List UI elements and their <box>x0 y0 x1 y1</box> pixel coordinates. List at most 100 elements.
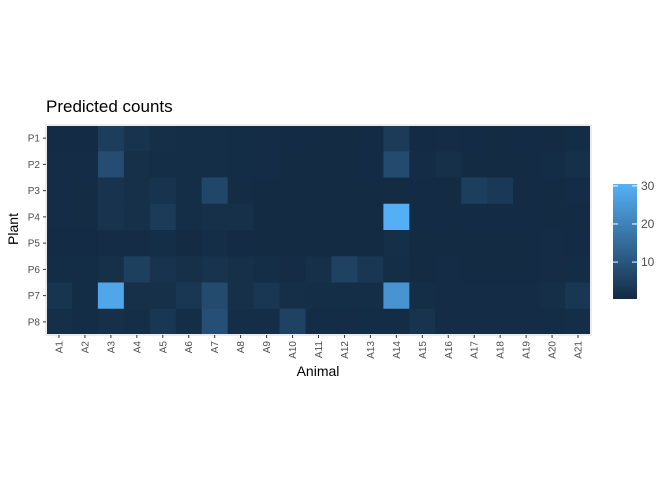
heatmap-cell-P3-A14 <box>383 177 410 205</box>
heatmap-cell-P4-A11 <box>305 203 332 231</box>
heatmap-cell-P1-A16 <box>435 125 462 152</box>
heatmap-cell-P3-A13 <box>357 177 384 205</box>
heatmap-cell-P2-A1 <box>46 151 73 178</box>
heatmap-cell-P3-A17 <box>461 177 488 205</box>
heatmap-cell-P3-A2 <box>71 177 99 205</box>
heatmap-cell-P7-A15 <box>409 282 436 310</box>
heatmap-cell-P3-A10 <box>279 177 306 205</box>
heatmap-cell-P2-A12 <box>331 151 358 178</box>
heatmap-cell-P1-A13 <box>357 125 384 152</box>
heatmap-cell-P2-A19 <box>513 151 540 178</box>
heatmap-cell-P7-A4 <box>123 282 151 310</box>
heatmap-cell-P2-A5 <box>149 151 177 178</box>
heatmap-cell-P7-A20 <box>539 282 566 310</box>
heatmap-cell-P7-A11 <box>305 282 332 310</box>
x-tick-label: A19 <box>522 341 533 359</box>
heatmap-cell-P5-A8 <box>227 230 255 257</box>
heatmap-cell-P8-A10 <box>279 308 306 336</box>
x-tick-label: A16 <box>444 341 455 359</box>
heatmap-cell-P1-A3 <box>97 125 125 152</box>
heatmap-cell-P7-A17 <box>461 282 488 310</box>
heatmap-cell-P1-A15 <box>409 125 436 152</box>
heatmap-cell-P5-A14 <box>383 230 410 257</box>
heatmap-cell-P7-A5 <box>149 282 177 310</box>
heatmap-cell-P3-A7 <box>201 177 229 205</box>
heatmap-cell-P2-A20 <box>539 151 566 178</box>
heatmap-cell-P4-A7 <box>201 203 229 231</box>
heatmap-cell-P4-A9 <box>253 203 280 231</box>
heatmap-cell-P4-A13 <box>357 203 384 231</box>
heatmap-cell-P6-A17 <box>461 256 488 283</box>
heatmap-cell-P4-A3 <box>97 203 125 231</box>
heatmap-cell-P4-A4 <box>123 203 151 231</box>
heatmap-cells <box>46 125 592 336</box>
heatmap-cell-P5-A9 <box>253 230 280 257</box>
heatmap-cell-P7-A16 <box>435 282 462 310</box>
x-tick-label: A11 <box>314 341 325 358</box>
heatmap-cell-P7-A14 <box>383 282 410 310</box>
heatmap-cell-P7-A19 <box>513 282 540 310</box>
heatmap-cell-P6-A18 <box>487 256 514 283</box>
heatmap-cell-P2-A10 <box>279 151 306 178</box>
heatmap-cell-P8-A5 <box>149 308 177 336</box>
x-tick-label: A17 <box>470 341 481 359</box>
heatmap-cell-P3-A9 <box>253 177 280 205</box>
x-tick-label: A5 <box>158 341 169 354</box>
x-tick-label: A3 <box>106 341 117 354</box>
y-tick-label: P2 <box>28 160 41 171</box>
heatmap-cell-P6-A3 <box>97 256 125 283</box>
heatmap-cell-P3-A3 <box>97 177 125 205</box>
heatmap-cell-P7-A10 <box>279 282 306 310</box>
heatmap-cell-P2-A6 <box>175 151 203 178</box>
x-tick-label: A8 <box>236 341 247 354</box>
heatmap-cell-P6-A15 <box>409 256 436 283</box>
y-tick-label: P3 <box>28 186 41 197</box>
heatmap-cell-P1-A7 <box>201 125 229 152</box>
heatmap-cell-P8-A13 <box>357 308 384 336</box>
heatmap-cell-P1-A10 <box>279 125 306 152</box>
legend-tick-label: 30 <box>641 179 655 193</box>
x-tick-label: A12 <box>340 341 351 359</box>
heatmap-cell-P4-A20 <box>539 203 566 231</box>
heatmap-cell-P5-A6 <box>175 230 203 257</box>
heatmap-cell-P8-A16 <box>435 308 462 336</box>
heatmap-cell-P5-A5 <box>149 230 177 257</box>
heatmap-cell-P4-A18 <box>487 203 514 231</box>
heatmap-cell-P5-A17 <box>461 230 488 257</box>
heatmap-cell-P6-A7 <box>201 256 229 283</box>
heatmap-cell-P4-A19 <box>513 203 540 231</box>
heatmap-cell-P8-A3 <box>97 308 125 336</box>
heatmap-cell-P3-A12 <box>331 177 358 205</box>
heatmap-cell-P6-A16 <box>435 256 462 283</box>
heatmap-cell-P1-A12 <box>331 125 358 152</box>
heatmap-cell-P7-A1 <box>46 282 73 310</box>
heatmap-cell-P3-A4 <box>123 177 151 205</box>
heatmap-cell-P5-A3 <box>97 230 125 257</box>
legend-tick-label: 10 <box>641 255 655 269</box>
heatmap-cell-P5-A7 <box>201 230 229 257</box>
heatmap-cell-P4-A1 <box>46 203 73 231</box>
heatmap-cell-P1-A1 <box>46 125 73 152</box>
y-tick-label: P5 <box>28 239 41 250</box>
heatmap-cell-P6-A11 <box>305 256 332 283</box>
heatmap-cell-P2-A16 <box>435 151 462 178</box>
heatmap-cell-P3-A6 <box>175 177 203 205</box>
heatmap-cell-P1-A19 <box>513 125 540 152</box>
legend-colorbar <box>613 184 637 299</box>
y-tick-label: P6 <box>28 265 41 276</box>
heatmap-cell-P1-A4 <box>123 125 151 152</box>
heatmap-cell-P7-A8 <box>227 282 255 310</box>
color-legend: 10 20 30 <box>613 179 655 299</box>
heatmap-cell-P8-A6 <box>175 308 203 336</box>
y-tick-label: P4 <box>28 212 41 223</box>
x-tick-label: A9 <box>262 341 273 354</box>
heatmap-cell-P2-A3 <box>97 151 125 178</box>
heatmap-cell-P8-A1 <box>46 308 73 336</box>
heatmap-cell-P8-A9 <box>253 308 280 336</box>
heatmap-cell-P8-A7 <box>201 308 229 336</box>
heatmap-cell-P7-A2 <box>71 282 99 310</box>
heatmap-cell-P5-A11 <box>305 230 332 257</box>
heatmap-cell-P5-A2 <box>71 230 99 257</box>
heatmap-cell-P6-A12 <box>331 256 358 283</box>
